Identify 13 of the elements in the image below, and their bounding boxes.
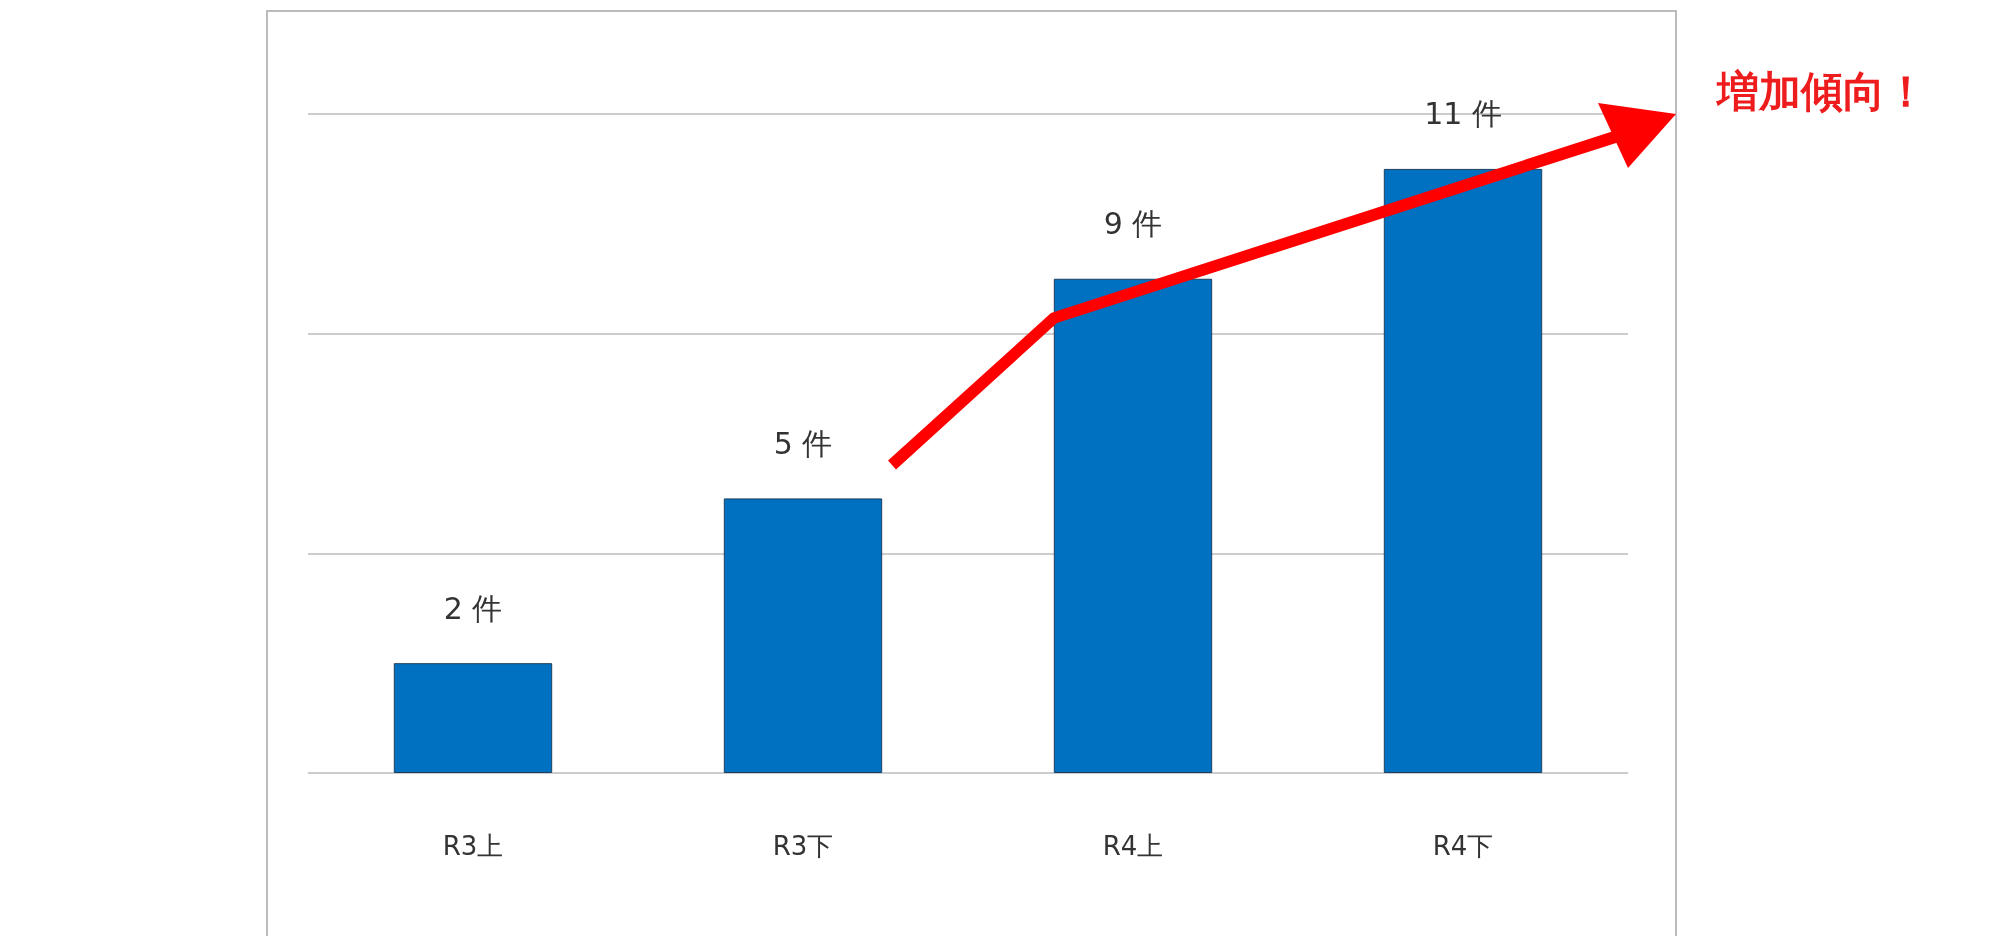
- data-label: 5 件: [773, 425, 833, 461]
- bar: [723, 498, 883, 773]
- text: 増加傾向！: [1715, 66, 1927, 116]
- bar: [1383, 168, 1543, 773]
- data-label: 2 件: [443, 590, 503, 626]
- x-tick-label: R3下: [772, 831, 834, 861]
- data-label: 11 件: [1424, 96, 1502, 132]
- x-tick-label: R3上: [442, 831, 504, 861]
- x-tick-label: R4下: [1432, 831, 1494, 861]
- x-tick-label: R4上: [1102, 831, 1164, 861]
- data-label: 9 件: [1103, 206, 1163, 242]
- bar: [393, 663, 553, 773]
- bar: [1053, 278, 1213, 773]
